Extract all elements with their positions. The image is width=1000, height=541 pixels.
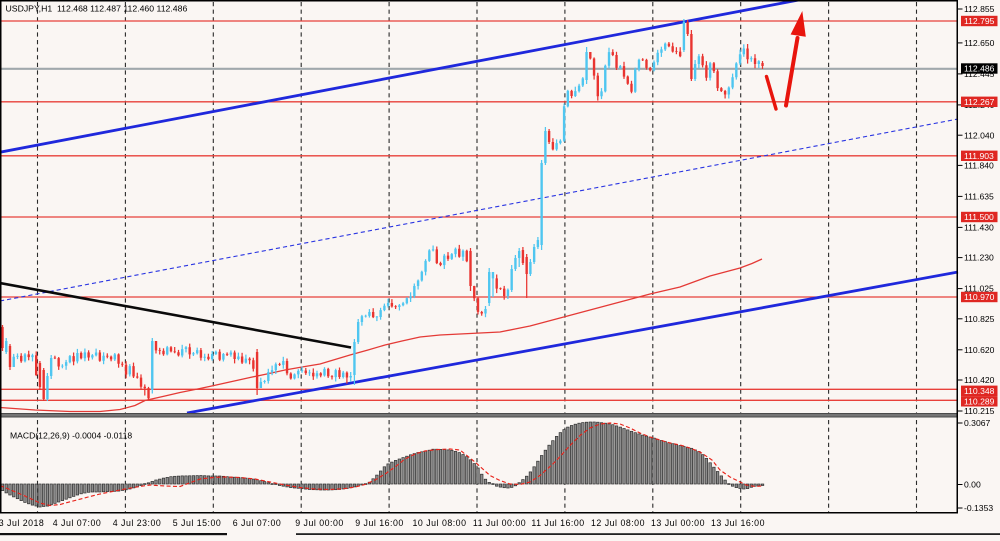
svg-text:112.855: 112.855 [964,4,995,14]
svg-text:112.486: 112.486 [964,64,995,74]
svg-text:112.445: 112.445 [964,69,995,79]
svg-text:111.840: 111.840 [964,161,994,171]
svg-text:110.420: 110.420 [964,375,995,385]
svg-text:112.040: 112.040 [964,130,995,140]
svg-text:10 Jul 08:00: 10 Jul 08:00 [413,518,467,528]
svg-text:13 Jul 00:00: 13 Jul 00:00 [651,518,705,528]
svg-text:11 Jul 00:00: 11 Jul 00:00 [473,518,526,528]
svg-text:111.430: 111.430 [964,223,994,233]
svg-text:110.348: 110.348 [964,386,995,396]
svg-text:MACD(12,26,9) -0.0004 -0.0118: MACD(12,26,9) -0.0004 -0.0118 [10,431,132,441]
svg-text:6 Jul 07:00: 6 Jul 07:00 [233,518,282,528]
svg-text:112.650: 112.650 [964,38,995,48]
svg-text:111.230: 111.230 [964,253,994,263]
svg-text:13 Jul 16:00: 13 Jul 16:00 [711,518,765,528]
svg-text:111.025: 111.025 [964,284,994,294]
svg-text:0.3067: 0.3067 [964,418,991,428]
svg-text:111.500: 111.500 [964,212,994,222]
svg-text:USDJPY,H1 112.468 112.487 112: USDJPY,H1 112.468 112.487 112.460 112.48… [6,4,188,14]
svg-text:5 Jul 15:00: 5 Jul 15:00 [173,518,222,528]
svg-text:4 Jul 23:00: 4 Jul 23:00 [113,518,162,528]
svg-text:0.00: 0.00 [964,480,981,490]
svg-text:110.289: 110.289 [964,396,995,406]
svg-text:110.215: 110.215 [964,406,995,416]
svg-text:111.903: 111.903 [964,151,994,161]
svg-text:3 Jul 2018: 3 Jul 2018 [0,518,44,528]
svg-text:112.267: 112.267 [964,97,995,107]
svg-text:-0.1353: -0.1353 [964,503,993,513]
svg-text:111.635: 111.635 [964,192,994,202]
svg-text:110.970: 110.970 [964,292,995,302]
svg-text:110.825: 110.825 [964,314,995,324]
svg-text:9 Jul 00:00: 9 Jul 00:00 [295,518,344,528]
svg-text:12 Jul 08:00: 12 Jul 08:00 [591,518,645,528]
svg-text:110.620: 110.620 [964,345,995,355]
svg-text:112.795: 112.795 [964,16,995,26]
svg-text:11 Jul 16:00: 11 Jul 16:00 [531,518,584,528]
svg-text:4 Jul 07:00: 4 Jul 07:00 [53,518,102,528]
svg-text:9 Jul 16:00: 9 Jul 16:00 [355,518,404,528]
